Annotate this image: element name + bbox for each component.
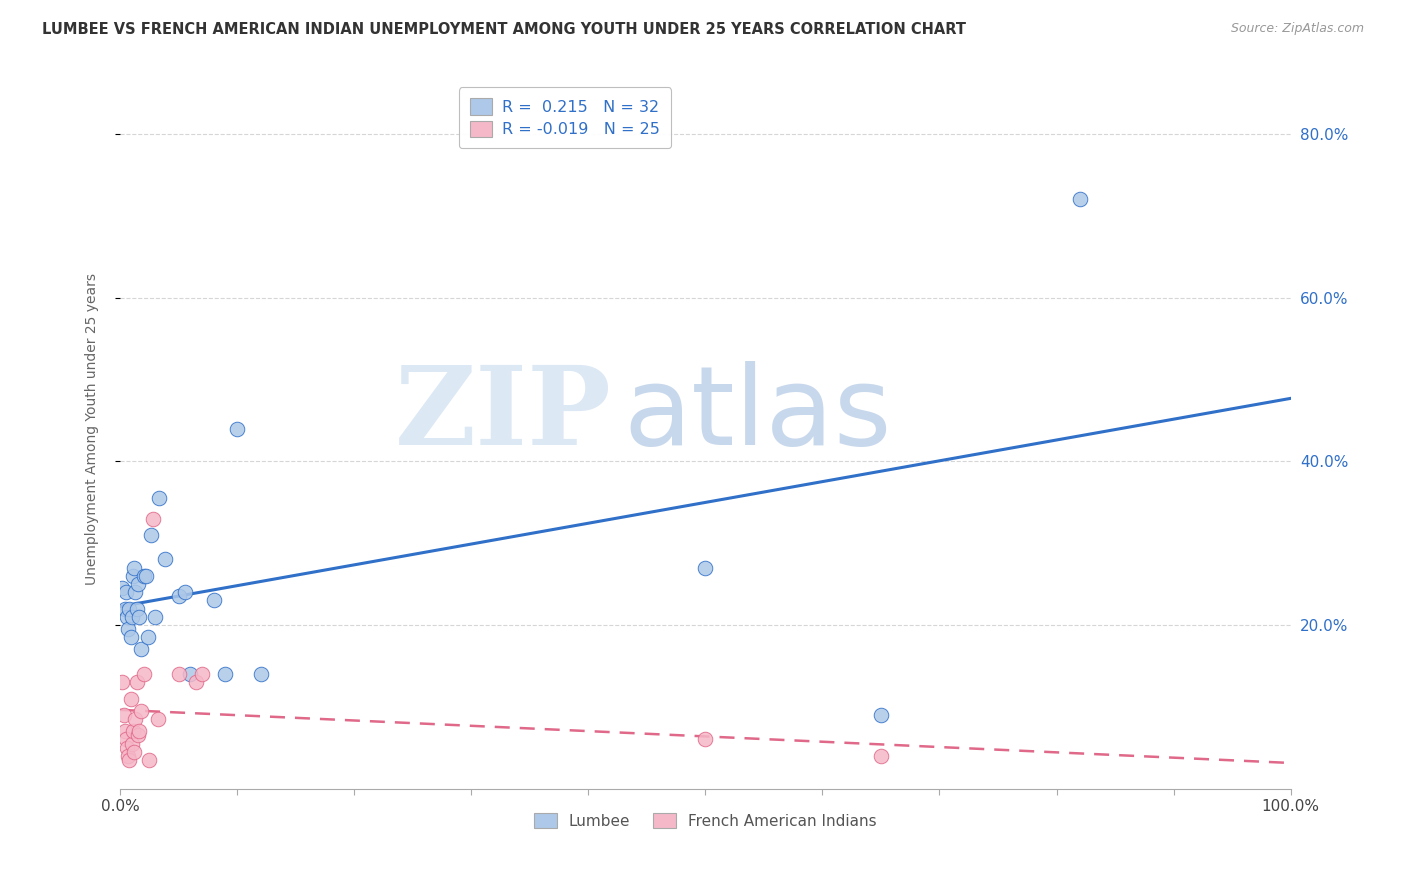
Point: [127, 728, 149, 742]
Point: [186, 675, 208, 690]
Point: [115, 585, 138, 599]
Point: [120, 630, 142, 644]
Point: [142, 511, 165, 525]
Point: [143, 609, 166, 624]
Point: [167, 667, 190, 681]
Point: [118, 753, 141, 767]
Point: [249, 667, 271, 681]
Point: [122, 560, 145, 574]
Point: [139, 528, 162, 542]
Point: [120, 691, 142, 706]
Text: Source: ZipAtlas.com: Source: ZipAtlas.com: [1230, 22, 1364, 36]
Point: [191, 667, 214, 681]
Point: [128, 609, 150, 624]
Point: [111, 581, 134, 595]
Point: [122, 745, 145, 759]
Point: [214, 667, 236, 681]
Point: [179, 667, 201, 681]
Point: [138, 753, 160, 767]
Point: [226, 421, 249, 435]
Point: [117, 622, 139, 636]
Point: [115, 609, 138, 624]
Point: [129, 642, 152, 657]
Point: [135, 569, 157, 583]
Point: [114, 601, 136, 615]
Point: [112, 707, 135, 722]
Point: [695, 732, 717, 747]
Point: [148, 491, 170, 505]
Point: [124, 585, 146, 599]
Y-axis label: Unemployment Among Youth under 25 years: Unemployment Among Youth under 25 years: [86, 273, 100, 584]
Point: [132, 667, 155, 681]
Legend: Lumbee, French American Indians: Lumbee, French American Indians: [527, 806, 883, 835]
Point: [121, 609, 143, 624]
Point: [115, 732, 138, 747]
Point: [125, 601, 148, 615]
Point: [121, 737, 143, 751]
Point: [111, 675, 134, 690]
Point: [125, 675, 148, 690]
Point: [173, 585, 195, 599]
Point: [870, 707, 893, 722]
Point: [122, 569, 145, 583]
Point: [146, 712, 169, 726]
Point: [122, 724, 145, 739]
Point: [114, 724, 136, 739]
Point: [117, 748, 139, 763]
Text: LUMBEE VS FRENCH AMERICAN INDIAN UNEMPLOYMENT AMONG YOUTH UNDER 25 YEARS CORRELA: LUMBEE VS FRENCH AMERICAN INDIAN UNEMPLO…: [42, 22, 966, 37]
Point: [115, 740, 138, 755]
Point: [167, 589, 190, 603]
Point: [870, 748, 893, 763]
Point: [124, 712, 146, 726]
Point: [118, 601, 141, 615]
Text: ZIP: ZIP: [395, 360, 612, 467]
Point: [129, 704, 152, 718]
Point: [128, 724, 150, 739]
Point: [136, 630, 159, 644]
Point: [695, 560, 717, 574]
Point: [127, 577, 149, 591]
Point: [153, 552, 176, 566]
Point: [202, 593, 225, 607]
Text: atlas: atlas: [623, 360, 891, 467]
Point: [1069, 193, 1091, 207]
Point: [132, 569, 155, 583]
